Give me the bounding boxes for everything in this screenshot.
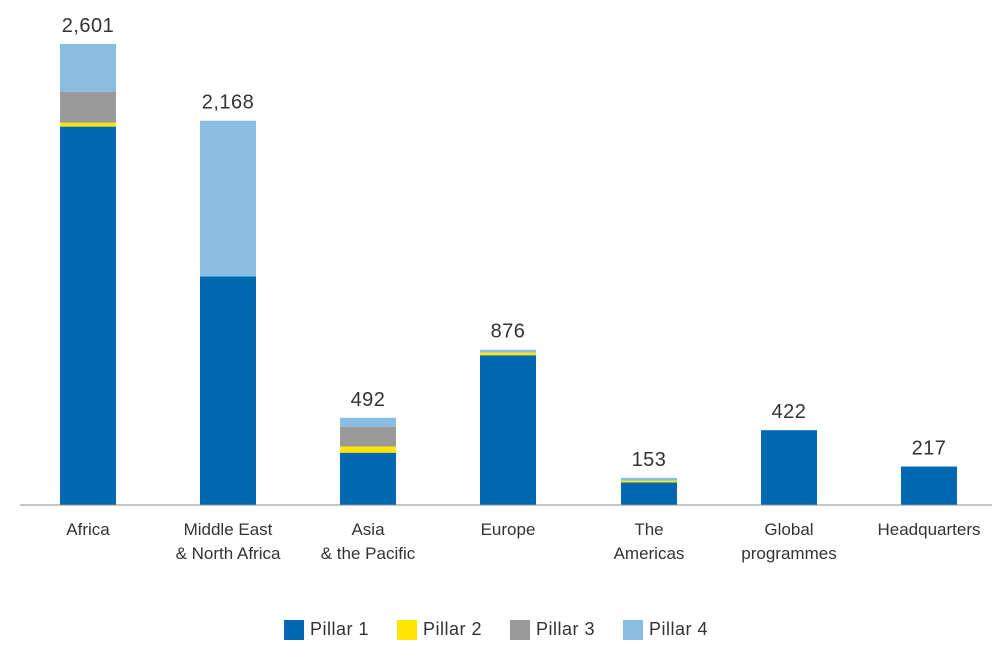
legend-label-pillar-1: Pillar 1 <box>309 619 369 639</box>
category-label: Global <box>764 520 813 539</box>
legend-swatch-pillar-1 <box>283 619 304 640</box>
bar-1-3 <box>340 452 396 505</box>
bars-layer <box>60 44 957 505</box>
legend: Pillar 1 Pillar 2 Pillar 3 Pillar 4 <box>0 619 992 640</box>
category-label: Africa <box>66 520 110 539</box>
total-label: 2,168 <box>202 92 255 114</box>
bar-1-6 <box>761 430 817 505</box>
total-label: 422 <box>772 401 807 423</box>
legend-swatch-pillar-4 <box>623 619 644 640</box>
bar-4-3 <box>340 417 396 427</box>
bar-1-1 <box>60 126 116 505</box>
bar-1-4 <box>480 355 536 505</box>
total-labels: 2,601 2,168 492 876 153 422 217 <box>62 15 947 471</box>
legend-swatch-pillar-2 <box>396 619 417 640</box>
category-label: Asia <box>351 520 385 539</box>
legend-item-pillar-1: Pillar 1 <box>283 619 369 640</box>
total-label: 492 <box>351 389 386 411</box>
bar-4-5 <box>621 477 677 481</box>
bar-4-2 <box>200 120 256 277</box>
legend-item-pillar-3: Pillar 3 <box>510 619 595 640</box>
category-label: & the Pacific <box>321 544 416 563</box>
bar-1-7 <box>901 466 957 505</box>
bar-4-1 <box>60 44 116 92</box>
total-label: 2,601 <box>62 15 115 37</box>
legend-label-pillar-4: Pillar 4 <box>649 619 709 639</box>
category-label: The <box>634 520 663 539</box>
bar-3-3 <box>340 426 396 447</box>
category-label: programmes <box>741 544 836 563</box>
legend-item-pillar-4: Pillar 4 <box>623 619 708 640</box>
category-label: Europe <box>481 520 536 539</box>
legend-swatch-pillar-3 <box>510 619 530 640</box>
total-label: 217 <box>912 438 947 460</box>
category-labels: Africa Middle East & North Africa Asia & the… <box>66 520 980 563</box>
total-label: 153 <box>632 449 667 471</box>
category-label: Headquarters <box>877 520 980 539</box>
total-label: 876 <box>491 321 526 343</box>
bar-1-2 <box>200 276 256 505</box>
bar-4-4 <box>480 349 536 353</box>
bar-2-4 <box>480 352 536 356</box>
legend-item-pillar-2: Pillar 2 <box>396 619 482 640</box>
bar-1-5 <box>621 482 677 505</box>
category-label: Americas <box>614 544 685 563</box>
legend-label-pillar-3: Pillar 3 <box>536 619 596 639</box>
bar-2-1 <box>60 122 116 127</box>
category-label: Middle East <box>184 520 273 539</box>
bar-2-5 <box>621 480 677 483</box>
legend-label-pillar-2: Pillar 2 <box>422 619 482 639</box>
bar-2-3 <box>340 446 396 453</box>
bar-3-1 <box>60 91 116 123</box>
category-label: & North Africa <box>176 544 281 563</box>
